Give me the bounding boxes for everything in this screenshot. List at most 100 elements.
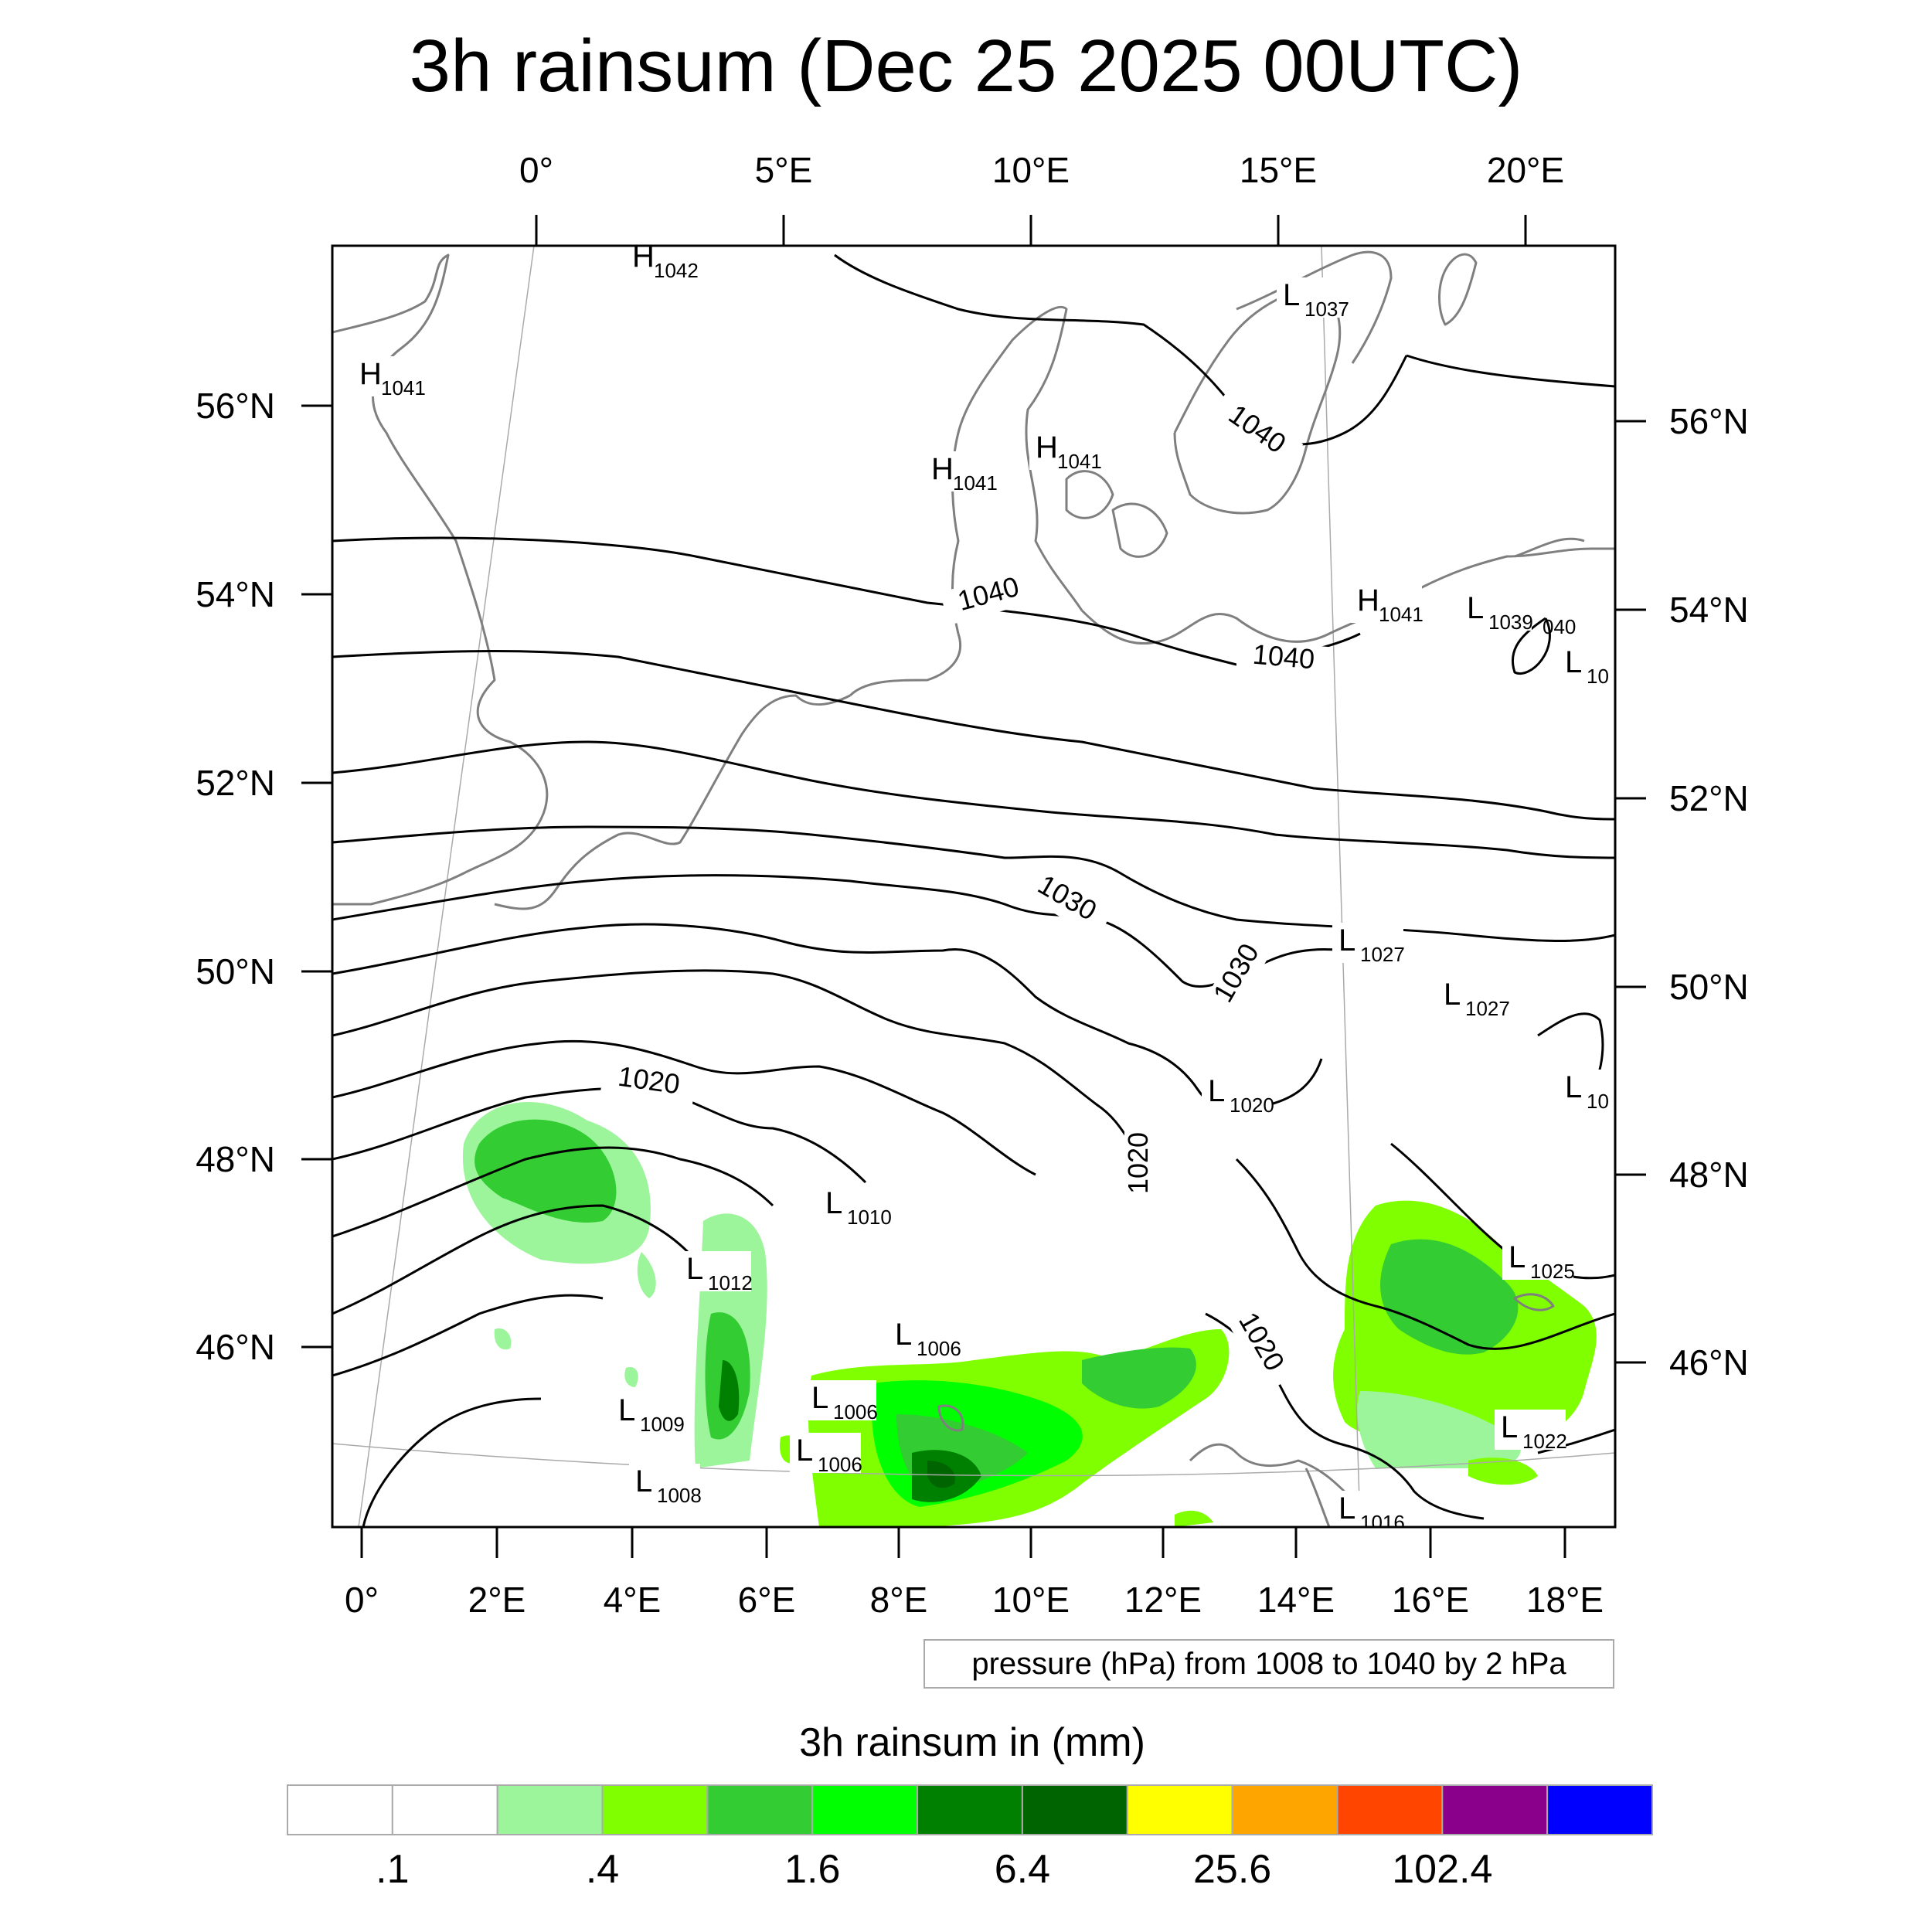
low-pressure-center: L 1006 <box>790 1433 862 1476</box>
low-pressure-center: L 1027 <box>1332 923 1405 966</box>
lat-label: 54°N <box>196 574 275 614</box>
info-box-frame <box>923 1639 1614 1689</box>
lon-label: 4°E <box>604 1580 662 1620</box>
pressure-center-type: L <box>1509 1240 1526 1274</box>
pressure-center-value: 1022 <box>1522 1430 1567 1453</box>
bottom-lon-labels: 0° 2°E 4°E 6°E 8°E 10°E 12°E 14°E 16°E 1… <box>345 1580 1604 1620</box>
low-pressure-center: L 1008 <box>629 1464 702 1507</box>
lat-label: 50°N <box>196 951 275 992</box>
pressure-center-value: 1041 <box>1379 603 1423 626</box>
pressure-center-value: 1041 <box>1057 450 1102 473</box>
colorbar-label: .4 <box>586 1847 619 1892</box>
pressure-center-value: 1027 <box>1360 943 1405 966</box>
low-pressure-center: L 1010 <box>819 1185 892 1229</box>
map-area: 1040 1040 1040 1030 1030 <box>332 246 1615 1534</box>
colorbar-label: 1.6 <box>784 1847 840 1892</box>
pressure-center-value: 1006 <box>833 1400 878 1423</box>
lon-label: 18°E <box>1526 1580 1604 1620</box>
lat-label: 46°N <box>1669 1342 1749 1383</box>
pressure-center-type: L <box>1283 278 1300 312</box>
colorbar-swatch <box>811 1784 919 1835</box>
pressure-center-type: H <box>359 357 382 391</box>
pressure-center-value: 1041 <box>953 471 998 495</box>
lon-label: 15°E <box>1240 150 1317 190</box>
pressure-center-type: L <box>1338 1492 1355 1526</box>
colorbar-swatch <box>287 1784 393 1835</box>
colorbar <box>287 1784 1653 1835</box>
pressure-center-value: 1009 <box>640 1413 685 1436</box>
precip-patch-west-core <box>474 1119 617 1223</box>
top-lon-labels: 0° 5°E 10°E 15°E 20°E <box>519 150 1564 190</box>
lat-label: 46°N <box>196 1327 275 1367</box>
pressure-center-type: H <box>1357 583 1379 617</box>
pressure-center-value: 1027 <box>1465 997 1510 1020</box>
colorbar-swatch <box>391 1784 498 1835</box>
lon-label: 0° <box>345 1580 379 1620</box>
pressure-center-value: 1041 <box>381 376 426 400</box>
lat-label: 56°N <box>196 386 275 426</box>
pressure-center-type: H <box>931 452 954 486</box>
pressure-center-type: L <box>1208 1074 1225 1108</box>
right-lat-labels: 56°N 54°N 52°N 50°N 48°N 46°N <box>1669 401 1749 1383</box>
lat-label: 48°N <box>196 1139 275 1179</box>
low-pressure-center: L 1009 <box>612 1393 685 1436</box>
pressure-center-type: L <box>825 1186 842 1220</box>
low-pressure-center: L 1016 <box>1332 1491 1405 1534</box>
pressure-center-type: L <box>635 1464 652 1498</box>
lon-label: 10°E <box>992 150 1070 190</box>
colorbar-swatch <box>1231 1784 1338 1835</box>
lon-label: 16°E <box>1392 1580 1469 1620</box>
colorbar-swatch <box>706 1784 814 1835</box>
pressure-center-value: 10 <box>1587 1090 1609 1113</box>
low-pressure-center: L 1037 <box>1277 277 1349 321</box>
precip-field <box>462 1102 1597 1527</box>
pressure-center-value: 1006 <box>818 1453 862 1476</box>
low-pressure-center: L 1006 <box>805 1380 878 1423</box>
low-pressure-center: L 1012 <box>680 1251 753 1294</box>
high-pressure-center: H 1042 <box>626 246 699 282</box>
pressure-center-value: 1012 <box>708 1271 753 1294</box>
info-box-text: pressure (hPa) from 1008 to 1040 by 2 hP… <box>971 1647 1566 1681</box>
colorbar-swatch <box>1546 1784 1653 1835</box>
pressure-center-type: L <box>1444 978 1461 1012</box>
colorbar-title: 3h rainsum in (mm) <box>799 1720 1145 1765</box>
pressure-center-value: 1025 <box>1530 1260 1575 1283</box>
pressure-center-value: 1006 <box>917 1337 961 1360</box>
pressure-center-type: L <box>1565 645 1582 679</box>
pressure-center-value: 1042 <box>654 259 699 282</box>
lon-label: 8°E <box>870 1580 928 1620</box>
pressure-center-value: 1020 <box>1230 1094 1274 1117</box>
low-pressure-center: L 1025 <box>1502 1240 1575 1283</box>
pressure-center-value: 1016 <box>1360 1511 1405 1534</box>
colorbar-labels: .1 .4 1.6 6.4 25.6 102.4 <box>376 1847 1492 1892</box>
pressure-center-type: L <box>618 1393 635 1427</box>
lat-label: 52°N <box>1669 778 1749 818</box>
lat-label: 50°N <box>1669 967 1749 1007</box>
low-pressure-center: L 10 <box>1559 1070 1609 1113</box>
pressure-center-value: 1010 <box>847 1206 892 1229</box>
pressure-center-type: L <box>796 1434 813 1468</box>
colorbar-label: 6.4 <box>995 1847 1050 1892</box>
left-lat-labels: 56°N 54°N 52°N 50°N 48°N 46°N <box>196 386 275 1367</box>
colorbar-swatch <box>1021 1784 1128 1835</box>
pressure-center-type: L <box>811 1381 828 1415</box>
pressure-center-type: H <box>1036 430 1058 464</box>
pressure-center-value: 1039 <box>1488 611 1533 634</box>
pressure-center-value: 1037 <box>1304 298 1349 321</box>
pressure-center-type: L <box>1467 591 1484 625</box>
map-title: 3h rainsum (Dec 25 2025 00UTC) <box>410 25 1523 107</box>
lon-label: 14°E <box>1257 1580 1335 1620</box>
lat-label: 56°N <box>1669 401 1749 441</box>
contour-labels: 1040 1040 1040 1030 1030 <box>600 391 1332 1392</box>
low-pressure-center: L 1039 <box>1461 590 1533 634</box>
lon-label: 2°E <box>468 1580 526 1620</box>
info-box: pressure (hPa) from 1008 to 1040 by 2 hP… <box>923 1639 1614 1689</box>
lon-label: 20°E <box>1487 150 1564 190</box>
colorbar-swatch <box>1336 1784 1444 1835</box>
low-pressure-center: L 1022 <box>1495 1410 1567 1453</box>
pressure-center-type: L <box>895 1318 912 1352</box>
ticks <box>301 215 1646 1558</box>
high-pressure-center: H 1041 <box>925 451 998 495</box>
pressure-center-value: 1008 <box>657 1484 702 1507</box>
